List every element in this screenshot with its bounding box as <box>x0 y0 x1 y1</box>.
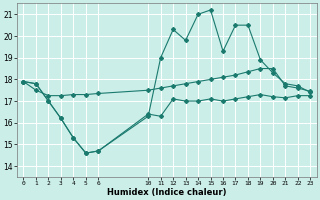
X-axis label: Humidex (Indice chaleur): Humidex (Indice chaleur) <box>107 188 227 197</box>
